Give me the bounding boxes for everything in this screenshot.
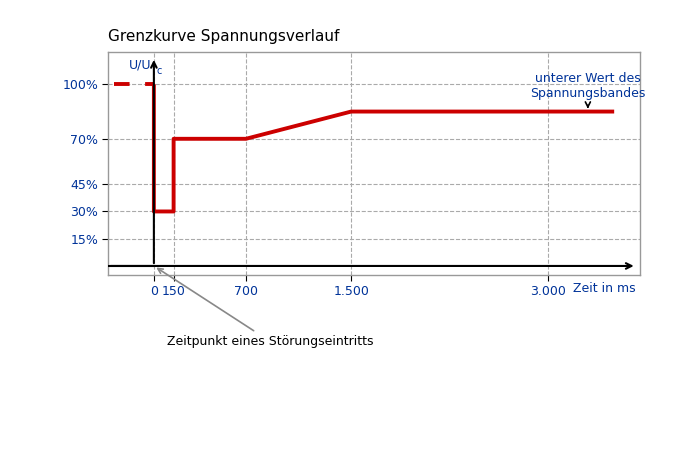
Text: U/U: U/U xyxy=(129,59,151,72)
Text: unterer Wert des
Spannungsbandes: unterer Wert des Spannungsbandes xyxy=(530,72,645,107)
Text: Zeit in ms: Zeit in ms xyxy=(572,282,635,295)
Text: Grenzkurve Spannungsverlauf: Grenzkurve Spannungsverlauf xyxy=(108,28,340,44)
Text: c: c xyxy=(157,66,162,76)
Text: Zeitpunkt eines Störungseintritts: Zeitpunkt eines Störungseintritts xyxy=(158,269,373,348)
